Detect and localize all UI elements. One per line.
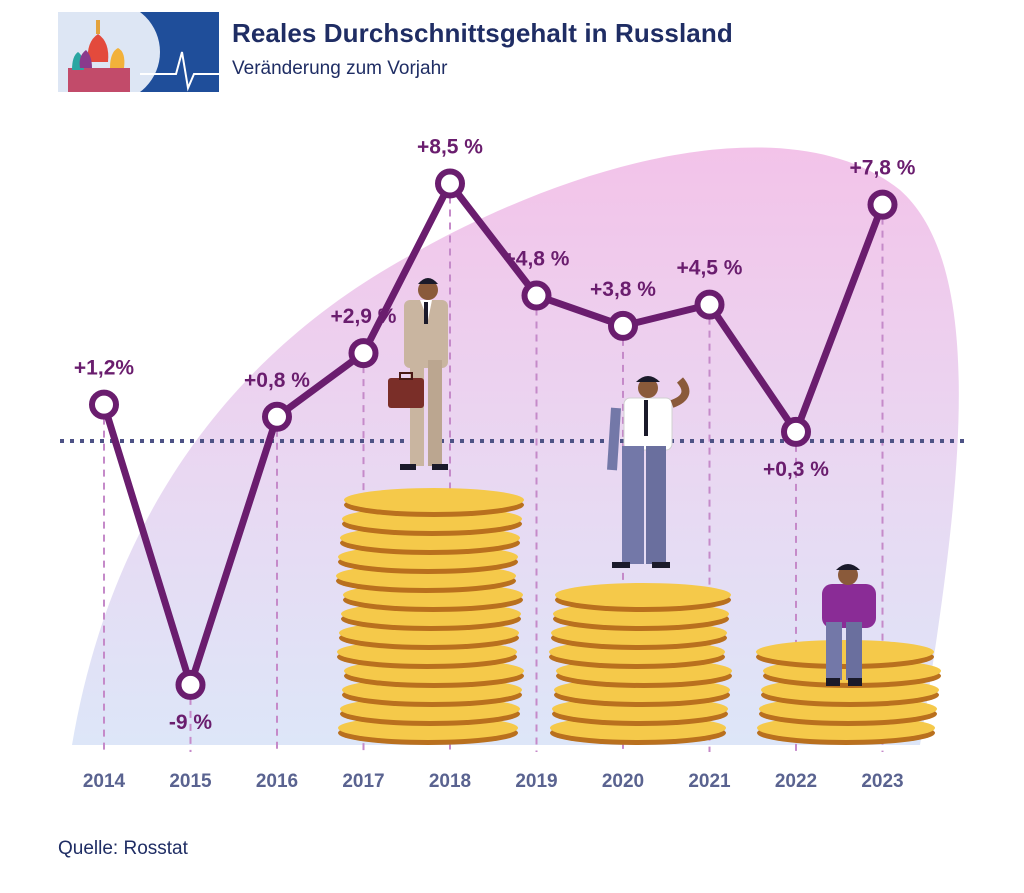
- x-tick-label-2018: 2018: [429, 771, 471, 792]
- cathedral-icon: [68, 20, 130, 92]
- data-label-2016: +0,8 %: [244, 369, 310, 392]
- heartbeat-icon: [140, 51, 219, 92]
- data-point-2023: [867, 189, 898, 220]
- data-label-2020: +3,8 %: [590, 278, 656, 301]
- data-label-2019: +4,8 %: [504, 248, 570, 271]
- data-point-2020: [608, 310, 638, 341]
- source-note: Quelle: Rosstat: [58, 838, 188, 859]
- logo-image: [58, 12, 219, 92]
- x-tick-label-2022: 2022: [775, 771, 817, 792]
- data-point-2017: [348, 338, 379, 369]
- x-tick-label-2021: 2021: [688, 771, 731, 792]
- data-point-2019: [521, 280, 552, 311]
- data-label-2021: +4,5 %: [677, 257, 743, 280]
- x-tick-label-2023: 2023: [861, 771, 903, 792]
- series-line: [100, 179, 886, 689]
- coin-stack-middle: [549, 583, 732, 745]
- x-tick-label-2015: 2015: [169, 771, 212, 792]
- data-point-2021: [694, 289, 725, 320]
- data-label-2017: +2,9 %: [331, 305, 397, 328]
- data-point-2015: [175, 669, 206, 700]
- x-tick-label-2014: 2014: [83, 771, 126, 792]
- data-point-2018: [435, 168, 465, 199]
- background-blob: [72, 147, 959, 745]
- data-label-2022: +0,3 %: [763, 458, 829, 481]
- briefcase-icon: [388, 378, 424, 408]
- data-label-2023: +7,8 %: [850, 157, 916, 180]
- data-point-2014: [89, 389, 119, 420]
- x-tick-label-2016: 2016: [256, 771, 298, 792]
- chart-title: Reales Durchschnittsgehalt in Russland: [232, 18, 733, 48]
- data-point-2016: [262, 401, 292, 432]
- thinking-man-figure: [607, 376, 690, 568]
- data-label-2014: +1,2%: [74, 357, 134, 380]
- data-label-2015: -9 %: [169, 711, 213, 734]
- coin-stack-left: [336, 488, 524, 745]
- sitting-man-figure: [822, 564, 876, 686]
- data-point-2022: [781, 416, 811, 447]
- x-tick-label-2020: 2020: [602, 771, 644, 792]
- businessman-figure: [388, 278, 448, 470]
- x-tick-label-2019: 2019: [515, 771, 557, 792]
- chart-subtitle: Veränderung zum Vorjahr: [232, 58, 448, 79]
- data-label-2018: +8,5 %: [417, 135, 483, 158]
- x-tick-label-2017: 2017: [342, 771, 384, 792]
